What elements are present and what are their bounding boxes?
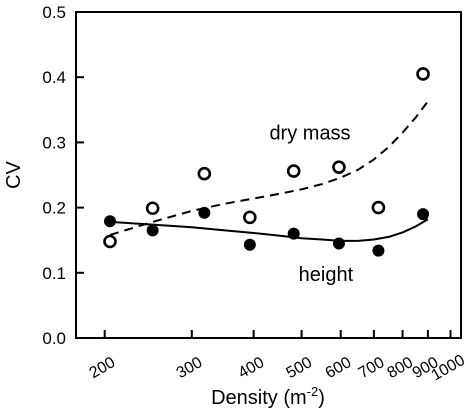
dry-mass-point: [416, 67, 430, 81]
x-tick-label: 700: [356, 354, 388, 382]
height-point: [243, 238, 256, 251]
dry-mass-point: [103, 234, 117, 249]
x-tick-label: 600: [323, 354, 355, 382]
dry-mass-point: [145, 201, 160, 216]
x-axis-title: Density (m-2): [211, 384, 325, 409]
dry-mass-point: [286, 164, 301, 178]
height-point: [287, 227, 300, 240]
dry-mass-point: [243, 210, 257, 225]
annotation-dry-mass: dry mass: [269, 123, 350, 145]
x-tick-label: 500: [284, 354, 316, 382]
dry-mass-point: [371, 200, 386, 215]
height-point: [103, 215, 116, 228]
x-axis-title-suffix: ): [318, 387, 325, 409]
y-tick-label: 0.5: [42, 3, 66, 22]
y-axis-title: CV: [3, 160, 25, 188]
x-axis-title-main: Density (m: [211, 387, 307, 409]
y-tick-label: 0.1: [42, 264, 66, 283]
plot-frame: [75, 11, 462, 339]
x-axis-title-superscript: -2: [307, 384, 319, 399]
x-tick-label: 300: [174, 354, 206, 382]
height-point: [146, 224, 159, 237]
height-point: [332, 237, 345, 250]
data-points: [103, 67, 430, 257]
height-fit-line: [109, 218, 429, 242]
dry-mass-fit-line: [109, 100, 429, 236]
y-tick-label: 0.2: [42, 199, 66, 218]
height-point: [417, 208, 430, 221]
height-point: [198, 206, 211, 219]
x-tick-label: 400: [236, 354, 268, 382]
y-tick-label: 0.4: [42, 68, 66, 87]
dry-mass-point: [197, 166, 212, 181]
annotation-height: height: [299, 264, 354, 286]
height-point: [372, 244, 385, 257]
dry-mass-point: [332, 160, 346, 174]
y-tick-label: 0.0: [42, 329, 66, 348]
y-tick-label: 0.3: [42, 133, 66, 152]
x-tick-label: 1000: [429, 352, 468, 385]
x-tick-label: 200: [87, 354, 119, 382]
y-ticks: 0.0 0.1 0.2 0.3 0.4 0.5: [42, 3, 84, 348]
